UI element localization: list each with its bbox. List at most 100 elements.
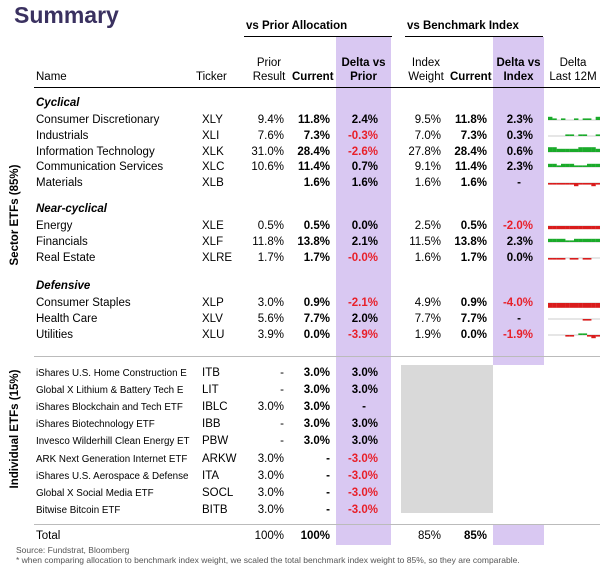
sparkline-bar xyxy=(548,183,553,185)
header-index-weight-line1: Index xyxy=(411,57,441,69)
header-name: Name xyxy=(36,71,67,83)
individual-current: 3.0% xyxy=(303,367,330,379)
row-current: 1.6% xyxy=(303,177,330,190)
row-prior: 1.7% xyxy=(257,251,284,264)
individual-name: iShares Blockchain and Tech ETF xyxy=(36,402,183,414)
row-sparkline xyxy=(548,134,600,137)
sparkline-bar xyxy=(591,146,596,152)
row-current: 0.0% xyxy=(303,328,330,341)
sparkline-bar xyxy=(595,164,600,168)
sparkline-bar xyxy=(587,118,592,120)
row-prior: 3.9% xyxy=(257,328,284,341)
sparkline-bar xyxy=(574,118,579,120)
header-delta-index-line1: Delta vs xyxy=(496,57,541,69)
row-index-weight: 4.9% xyxy=(414,297,441,309)
header-current: Current xyxy=(292,71,334,83)
row-delta-prior: 1.6% xyxy=(351,177,378,190)
row-sparkline xyxy=(548,116,600,121)
header-prior-result-line2: Result xyxy=(252,71,286,83)
individual-delta-prior: 3.0% xyxy=(351,435,378,448)
sparkline-bar xyxy=(552,146,557,152)
row-name: Materials xyxy=(36,177,83,190)
section-label: Cyclical xyxy=(36,97,80,109)
total-rule xyxy=(34,524,600,525)
individual-delta-prior: 3.0% xyxy=(351,367,378,379)
header-index-weight: Index Weight xyxy=(405,56,447,84)
sparkline-bar xyxy=(569,164,575,168)
total-current: 100% xyxy=(300,530,330,542)
row-ticker: XLRE xyxy=(202,251,233,264)
sparkline-bar xyxy=(578,226,583,230)
row-current2: 11.4% xyxy=(455,161,487,174)
sparkline-bar xyxy=(556,238,562,242)
header-current2: Current xyxy=(450,71,492,83)
sparkline-bar xyxy=(578,303,583,308)
sparkline-bar xyxy=(587,146,592,152)
row-current2: 13.8% xyxy=(454,235,487,248)
row-delta-prior: 0.0% xyxy=(351,220,378,232)
sparkline-bar xyxy=(565,148,570,152)
row-current: 1.7% xyxy=(303,251,330,264)
individual-current: 3.0% xyxy=(303,418,330,431)
row-name: Industrials xyxy=(36,129,89,142)
row-current2: 7.3% xyxy=(460,129,487,142)
sparkline-bar xyxy=(595,238,600,242)
row-delta-index: 0.0% xyxy=(506,251,533,264)
sparkline-bar xyxy=(565,226,570,230)
sparkline-bar xyxy=(574,183,579,187)
row-delta-prior: 2.4% xyxy=(351,114,378,126)
sector-individual-rule xyxy=(34,356,600,357)
sparkline-bar xyxy=(565,240,570,242)
row-ticker: XLI xyxy=(202,129,220,142)
row-sparkline xyxy=(548,302,600,308)
row-name: Real Estate xyxy=(36,251,96,264)
sparkline-bar xyxy=(587,334,592,337)
row-prior: 3.0% xyxy=(257,297,284,309)
row-sparkline xyxy=(548,238,600,243)
row-delta-index: 2.3% xyxy=(506,235,533,248)
sparkline-bar xyxy=(582,226,588,230)
header-delta-12m-line2: Last 12M xyxy=(549,71,597,83)
sparkline-bar xyxy=(556,148,562,152)
row-delta-prior: -0.3% xyxy=(347,129,378,142)
individual-name: iShares Biotechnology ETF xyxy=(36,419,155,431)
row-current: 11.8% xyxy=(298,114,330,126)
row-sparkline xyxy=(548,332,600,338)
sparkline-bar xyxy=(582,238,588,242)
row-delta-index: -4.0% xyxy=(502,297,533,309)
row-index-weight: 2.5% xyxy=(414,220,441,232)
sparkline-bar xyxy=(548,164,553,168)
individual-delta-prior: -3.0% xyxy=(347,503,378,516)
sparkline-bar xyxy=(561,226,566,230)
row-current: 28.4% xyxy=(297,145,330,158)
individual-delta-prior: -3.0% xyxy=(347,469,378,482)
sparkline-bar xyxy=(578,332,583,335)
sparkline-bar xyxy=(587,164,592,168)
sparkline-bar xyxy=(548,226,553,230)
sparkline-bar xyxy=(565,183,570,185)
row-current2: 1.7% xyxy=(460,251,487,264)
individual-name: iShares U.S. Aerospace & Defense xyxy=(36,470,189,482)
row-ticker: XLF xyxy=(202,235,224,248)
header-rule xyxy=(34,87,600,88)
row-name: Consumer Discretionary xyxy=(36,114,160,126)
row-delta-index: 0.6% xyxy=(506,145,533,158)
row-sparkline xyxy=(548,318,600,321)
row-index-weight: 9.1% xyxy=(414,161,441,174)
row-current2: 0.5% xyxy=(460,220,487,232)
header-delta-12m: Delta Last 12M xyxy=(546,56,600,84)
sparkline-bar xyxy=(552,164,557,168)
sparkline-bar xyxy=(548,116,553,120)
sparkline-bar xyxy=(556,165,562,168)
sparkline-bar xyxy=(587,183,592,185)
header-delta-index: Delta vs Index xyxy=(493,56,544,84)
sparkline-bar xyxy=(552,118,557,120)
sparkline-bar xyxy=(552,257,557,260)
header-delta-prior: Delta vs Prior xyxy=(336,56,391,84)
individual-ticker: ITB xyxy=(202,367,220,379)
individual-delta-prior: 3.0% xyxy=(351,384,378,397)
row-ticker: XLC xyxy=(202,161,225,174)
sparkline-bar xyxy=(595,334,600,337)
sparkline-bar xyxy=(582,257,588,260)
sparkline-bar xyxy=(595,226,600,230)
